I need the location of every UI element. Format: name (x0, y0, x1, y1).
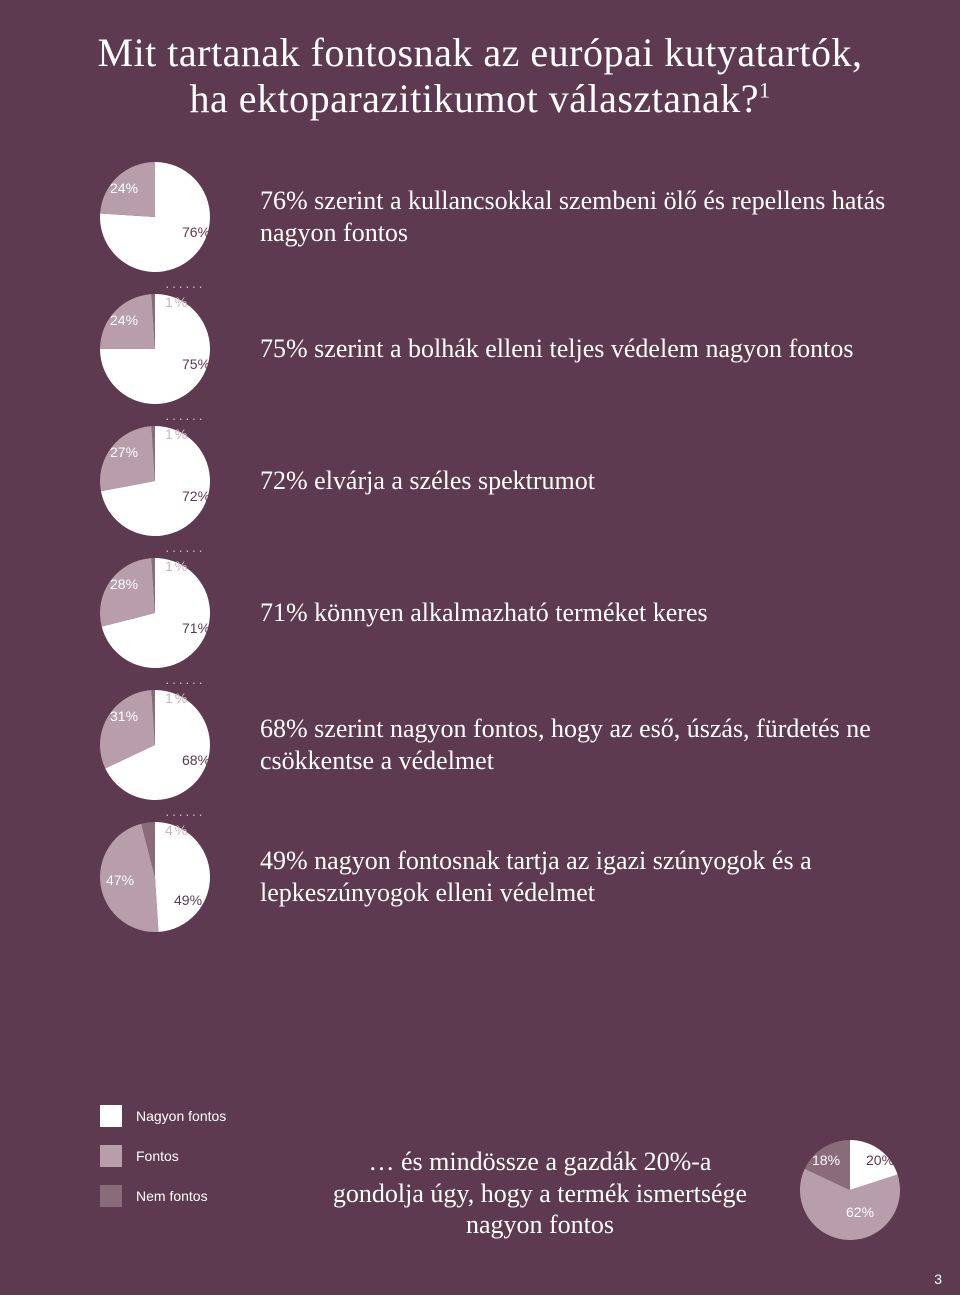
pie-slice-label: 72% (182, 488, 210, 504)
row-description: 76% szerint a kullancsokkal szembeni ölő… (210, 185, 900, 250)
legend-swatch (100, 1185, 122, 1207)
pie-slice-label: 68% (182, 752, 210, 768)
pie-slice-label: 76% (182, 224, 210, 240)
pie-slice-label: 18% (812, 1152, 840, 1168)
row-description: 49% nagyon fontosnak tartja az igazi szú… (210, 845, 900, 910)
pie-chart: ······ 1% 71%28% (100, 558, 210, 668)
pie-chart: 76% 24% (100, 162, 210, 272)
tiny-slice-label: ······ 1% (165, 410, 210, 442)
legend-swatch (100, 1105, 122, 1127)
pie-slice-label: 71% (182, 620, 210, 636)
page-number: 3 (934, 1271, 942, 1287)
pie-slice-label: 47% (106, 872, 134, 888)
pie-slice-label: 27% (110, 444, 138, 460)
legend-label: Nem fontos (136, 1188, 208, 1204)
chart-row: ······ 1% 71%28% 71% könnyen alkalmazhat… (100, 558, 900, 668)
pie-slice-label: 75% (182, 356, 210, 372)
row-description: 72% elvárja a széles spektrumot (210, 465, 900, 498)
legend-item: Nagyon fontos (100, 1105, 226, 1127)
chart-rows: 76% 24% 76% szerint a kullancsokkal szemb… (0, 132, 960, 932)
row-description: 71% könnyen alkalmazható terméket keres (210, 597, 900, 630)
title-line1: Mit tartanak fontosnak az európai kutyat… (98, 30, 863, 75)
tiny-slice-label: ······ 1% (165, 542, 210, 574)
pie-slice-label: 28% (110, 576, 138, 592)
chart-row: ······ 1% 75%24% 75% szerint a bolhák el… (100, 294, 900, 404)
title-line2: ha ektoparazitikumot választanak? (189, 76, 759, 121)
pie-chart: ······ 1% 75%24% (100, 294, 210, 404)
chart-row: ······ 1% 68%31% 68% szerint nagyon font… (100, 690, 900, 800)
row-description: 75% szerint a bolhák elleni teljes védel… (210, 333, 900, 366)
legend: Nagyon fontos Fontos Nem fontos (100, 1105, 226, 1225)
legend-label: Fontos (136, 1148, 179, 1164)
legend-label: Nagyon fontos (136, 1108, 226, 1124)
chart-row: ······ 4% 49%47% 49% nagyon fontosnak ta… (100, 822, 900, 932)
pie-slice-label: 24% (110, 312, 138, 328)
footer-text: … és mindössze a gazdák 20%-a gondolja ú… (330, 1146, 750, 1240)
page-title: Mit tartanak fontosnak az európai kutyat… (0, 0, 960, 132)
chart-row: 76% 24% 76% szerint a kullancsokkal szemb… (100, 162, 900, 272)
legend-item: Nem fontos (100, 1185, 226, 1207)
pie-slice-label: 24% (110, 180, 138, 196)
tiny-slice-label: ······ 1% (165, 674, 210, 706)
pie-chart: ······ 1% 68%31% (100, 690, 210, 800)
legend-swatch (100, 1145, 122, 1167)
tiny-slice-label: ······ 1% (165, 278, 210, 310)
pie-slice-label: 31% (110, 708, 138, 724)
pie-chart: ······ 4% 49%47% (100, 822, 210, 932)
legend-item: Fontos (100, 1145, 226, 1167)
footer-pie: 20% 62% 18% (800, 1140, 900, 1240)
pie-slice-label: 20% (866, 1152, 894, 1168)
title-sup: 1 (759, 78, 771, 103)
pie-chart: ······ 1% 72%27% (100, 426, 210, 536)
pie-slice-label: 49% (174, 892, 202, 908)
pie-slice-label: 62% (846, 1204, 874, 1220)
chart-row: ······ 1% 72%27% 72% elvárja a széles sp… (100, 426, 900, 536)
row-description: 68% szerint nagyon fontos, hogy az eső, … (210, 713, 900, 778)
tiny-slice-label: ······ 4% (165, 806, 210, 838)
